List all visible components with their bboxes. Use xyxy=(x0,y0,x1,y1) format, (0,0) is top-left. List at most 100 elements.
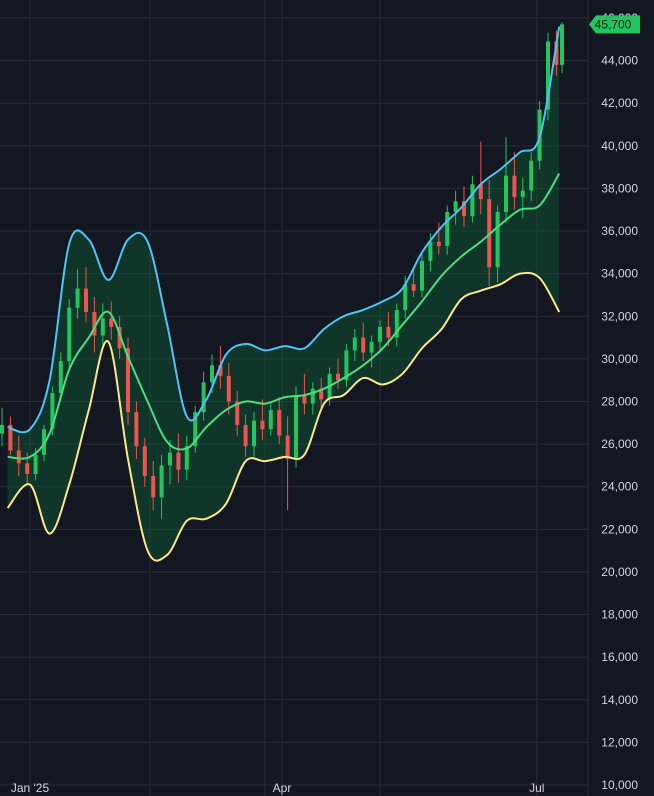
candle xyxy=(504,137,508,223)
candle xyxy=(470,175,475,223)
price-badge: 45,700 xyxy=(589,15,640,34)
candle-body xyxy=(504,175,508,212)
candle xyxy=(378,320,382,353)
candle xyxy=(84,267,88,323)
candle-body xyxy=(235,401,240,425)
candle-body xyxy=(302,395,307,404)
candle-body xyxy=(336,373,340,381)
candle-body xyxy=(478,184,483,200)
candle-body xyxy=(319,388,324,400)
candle xyxy=(184,435,189,481)
candle-body xyxy=(42,429,46,455)
y-tick-label: 42,000 xyxy=(601,96,638,110)
y-tick-label: 12,000 xyxy=(601,735,638,749)
candle-body xyxy=(142,446,147,477)
candle xyxy=(285,416,290,511)
candle xyxy=(453,190,458,225)
candle xyxy=(109,301,114,340)
candle xyxy=(252,412,256,457)
y-tick-label: 36,000 xyxy=(601,224,638,238)
candle-body xyxy=(352,337,357,351)
candle-body xyxy=(285,435,290,460)
x-tick-label: Jan '25 xyxy=(11,781,50,795)
y-tick-label: 20,000 xyxy=(601,565,638,579)
candle xyxy=(100,303,105,347)
candle-body xyxy=(428,241,433,261)
candle-body xyxy=(226,375,231,402)
candle xyxy=(336,358,340,389)
candle-body xyxy=(210,365,214,383)
candle-body xyxy=(58,361,63,393)
candle-body xyxy=(344,350,349,381)
candle xyxy=(411,267,416,298)
candle xyxy=(75,269,80,319)
candle-body xyxy=(100,318,105,336)
candle xyxy=(369,335,374,368)
candle xyxy=(560,22,564,74)
candle xyxy=(462,186,466,227)
candle xyxy=(176,433,181,483)
candle-body xyxy=(218,365,223,376)
candle xyxy=(520,177,525,219)
candle xyxy=(0,407,4,447)
candle-body xyxy=(126,348,130,413)
upper-band-line xyxy=(7,26,561,434)
candle xyxy=(344,343,349,387)
candle-body xyxy=(436,241,441,246)
candle xyxy=(235,390,240,436)
candle-body xyxy=(252,420,256,447)
candle-body xyxy=(159,465,164,498)
candle xyxy=(159,454,164,519)
candle-body xyxy=(134,412,139,447)
candle-body xyxy=(512,175,517,197)
candle xyxy=(92,297,97,353)
candle xyxy=(67,299,72,370)
x-tick-label: Jul xyxy=(529,781,544,795)
candle-body xyxy=(462,201,466,217)
candle-body xyxy=(184,446,189,470)
candle-body xyxy=(361,337,366,353)
candle-body xyxy=(445,211,450,246)
candle xyxy=(394,303,399,347)
y-tick-label: 26,000 xyxy=(601,437,638,451)
candle-body xyxy=(176,452,181,470)
candle-body xyxy=(294,395,298,460)
candle-body xyxy=(33,454,38,474)
candle xyxy=(117,316,122,359)
candle xyxy=(151,461,156,511)
candle-body xyxy=(84,288,88,313)
candle xyxy=(512,152,517,210)
candle-body xyxy=(8,424,13,451)
candle-body xyxy=(67,307,72,362)
candle xyxy=(142,437,147,487)
candle xyxy=(361,322,366,362)
candle-body xyxy=(369,341,374,353)
candle-body xyxy=(201,382,206,413)
candle xyxy=(126,337,130,425)
candle-body xyxy=(378,326,382,342)
candle-body xyxy=(25,463,30,474)
candle-body xyxy=(243,424,248,447)
y-tick-label: 24,000 xyxy=(601,480,638,494)
candle xyxy=(8,416,13,455)
candle xyxy=(302,373,307,415)
candle-body xyxy=(554,41,559,65)
candle-body xyxy=(0,424,4,434)
candle-body xyxy=(92,312,97,336)
candle-body xyxy=(117,326,122,349)
x-axis: Jan '25 Apr Jul xyxy=(11,781,545,795)
y-tick-label: 34,000 xyxy=(601,267,638,281)
candle-body xyxy=(260,420,265,430)
candle-body xyxy=(75,288,80,308)
candle xyxy=(226,363,231,415)
candle-body xyxy=(546,41,550,110)
candle-body xyxy=(453,201,458,212)
candle xyxy=(319,378,324,411)
candle xyxy=(529,152,534,202)
candle-body xyxy=(277,410,282,436)
y-tick-label: 30,000 xyxy=(601,352,638,366)
candle-body xyxy=(151,476,156,498)
candle xyxy=(243,414,248,457)
band-fill-area xyxy=(7,26,560,561)
